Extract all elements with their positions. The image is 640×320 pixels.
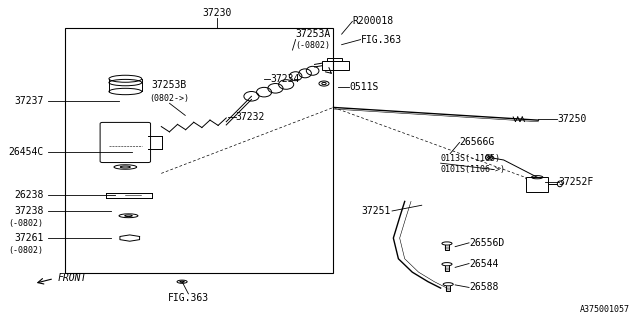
Text: 37253B: 37253B <box>152 80 187 90</box>
Text: 37237: 37237 <box>14 96 44 106</box>
Text: FIG.363: FIG.363 <box>360 35 402 44</box>
Text: A375001057: A375001057 <box>580 305 630 314</box>
Text: 26544: 26544 <box>469 259 499 268</box>
Text: 0511S: 0511S <box>349 82 379 92</box>
Text: R200018: R200018 <box>353 16 394 27</box>
Text: 37234: 37234 <box>270 74 300 84</box>
Text: 37252F: 37252F <box>559 177 594 187</box>
Text: 37251: 37251 <box>362 206 391 216</box>
Text: 37250: 37250 <box>557 114 587 124</box>
Text: 37238: 37238 <box>14 206 44 216</box>
Bar <box>322 61 349 70</box>
Bar <box>65 28 333 273</box>
Bar <box>526 177 548 193</box>
Text: 26238: 26238 <box>14 190 44 200</box>
Text: 37261: 37261 <box>14 233 44 243</box>
Text: FRONT: FRONT <box>58 273 87 283</box>
Text: (-0802): (-0802) <box>8 246 44 255</box>
Text: FIG.363: FIG.363 <box>168 293 209 303</box>
Text: (-0802): (-0802) <box>296 41 331 50</box>
Text: 26556D: 26556D <box>469 238 504 248</box>
Bar <box>327 58 342 61</box>
Text: 26566G: 26566G <box>460 138 495 148</box>
Text: 26454C: 26454C <box>8 147 44 157</box>
Text: (-0802): (-0802) <box>8 219 44 228</box>
Text: 37253A: 37253A <box>296 29 331 39</box>
Text: 0101S(1106->): 0101S(1106->) <box>441 165 506 174</box>
Text: 0113S(-1105): 0113S(-1105) <box>441 154 500 163</box>
Text: 26588: 26588 <box>469 283 499 292</box>
Text: 37232: 37232 <box>236 112 265 122</box>
Text: (0802->): (0802->) <box>150 94 189 103</box>
Text: 37230: 37230 <box>202 8 232 18</box>
